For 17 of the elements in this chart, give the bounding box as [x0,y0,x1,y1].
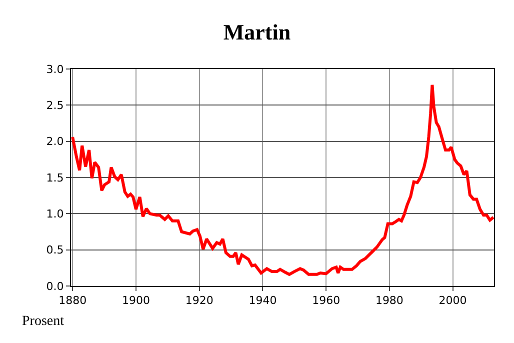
y-axis-title: Prosent [22,314,64,329]
y-tick-label: 2.0 [46,135,64,148]
y-tick-label: 0.0 [46,280,64,293]
y-tick-label: 3.0 [46,62,64,76]
chart-title: Martin [223,19,291,44]
y-tick-label: 0.5 [46,244,64,257]
y-tick-label: 2.5 [46,99,64,112]
x-tick-label: 1980 [375,294,404,308]
line-series [71,83,494,276]
x-tick-label: 1900 [122,294,150,308]
x-tick-label: 2000 [438,294,467,308]
y-tick-label: 1.5 [46,171,64,184]
y-tick-label: 1.0 [46,208,64,221]
x-tick-label: 1880 [58,294,87,308]
x-tick-label: 1960 [312,294,340,308]
x-tick-label: 1920 [185,294,214,308]
x-tick-label: 1940 [248,294,277,308]
